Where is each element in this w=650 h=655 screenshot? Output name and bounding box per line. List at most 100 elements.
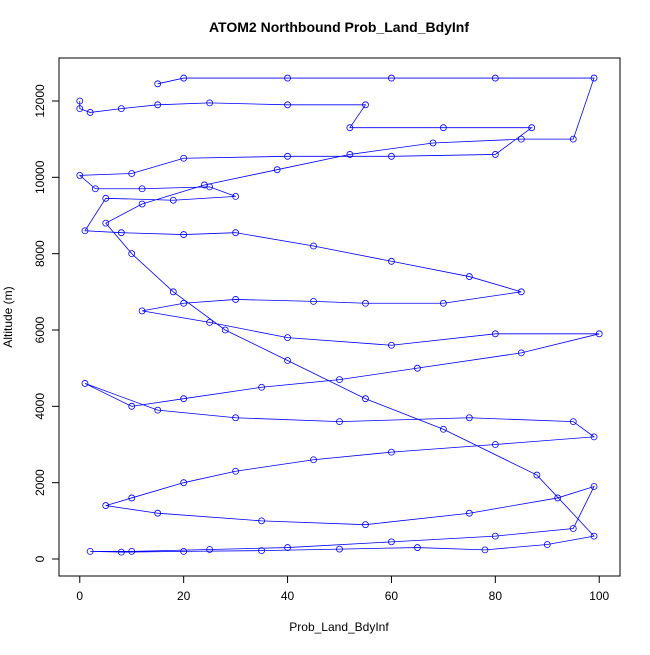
data-point (362, 521, 369, 529)
data-point (154, 101, 162, 109)
data-point (590, 433, 598, 441)
data-point (554, 494, 562, 502)
data-point (590, 532, 598, 540)
data-point (232, 467, 240, 475)
data-point (310, 242, 317, 250)
data-point (388, 152, 395, 160)
chart-title: ATOM2 Northbound Prob_Land_BdyInf (209, 19, 469, 35)
data-point (465, 273, 473, 280)
data-point (273, 166, 281, 174)
data-point (336, 418, 343, 426)
data-point (491, 532, 499, 540)
y-tick-label: 8000 (33, 240, 47, 267)
x-tick-label: 20 (177, 589, 191, 603)
data-point (590, 483, 598, 490)
data-point (284, 334, 291, 342)
data-point (439, 124, 447, 132)
data-point (258, 517, 265, 525)
data-point (465, 414, 473, 422)
data-point (154, 406, 162, 414)
data-point (138, 200, 146, 208)
data-point (102, 219, 110, 227)
data-point (336, 545, 343, 553)
data-point (388, 74, 395, 82)
data-point (336, 376, 343, 384)
data-point (346, 124, 354, 132)
data-point (362, 101, 369, 109)
data-point (206, 318, 214, 326)
x-axis-label: Prob_Land_BdyInf (289, 620, 389, 634)
data-point (154, 80, 162, 88)
data-point (517, 288, 525, 296)
data-point (362, 299, 369, 307)
data-point (138, 307, 146, 315)
data-point (346, 151, 354, 158)
data-point (465, 509, 473, 517)
data-point (76, 105, 84, 113)
data-point (128, 547, 136, 555)
data-point (414, 364, 421, 372)
data-point (232, 193, 240, 200)
x-tick-label: 40 (281, 589, 295, 603)
data-point (180, 395, 188, 403)
data-point (528, 124, 536, 132)
data-point (86, 547, 94, 555)
x-tick-label: 80 (489, 589, 503, 603)
data-point (117, 229, 125, 237)
data-point (517, 349, 525, 357)
data-point (388, 257, 395, 265)
data-point (180, 479, 188, 487)
data-point (388, 448, 395, 456)
data-point (569, 525, 577, 532)
data-point (284, 101, 291, 109)
data-point (180, 299, 188, 307)
data-point (590, 74, 598, 82)
y-tick-label: 10000 (33, 160, 47, 194)
data-point (128, 494, 136, 502)
data-point (102, 194, 110, 202)
data-point (258, 547, 265, 555)
data-point (180, 74, 188, 82)
data-point (362, 395, 369, 403)
data-point (180, 547, 188, 555)
data-point (221, 326, 229, 334)
data-point (310, 456, 317, 464)
x-tick-label: 0 (76, 589, 83, 603)
data-point (569, 418, 577, 426)
data-point (543, 541, 551, 548)
data-point (91, 185, 99, 193)
data-point (439, 425, 447, 433)
data-point (128, 250, 136, 258)
data-point (284, 152, 291, 160)
data-point (76, 172, 84, 179)
data-point (439, 299, 447, 307)
data-point (128, 170, 136, 177)
data-point (414, 544, 421, 551)
y-axis-label: Altitude (m) (1, 286, 15, 347)
data-point (533, 471, 541, 479)
data-point (86, 109, 94, 116)
data-point (201, 181, 208, 189)
y-tick-label: 6000 (33, 316, 47, 343)
data-point (491, 74, 499, 82)
data-point (232, 414, 240, 422)
data-point (169, 288, 177, 296)
data-point (117, 105, 125, 113)
data-point (81, 380, 89, 387)
data-point (310, 297, 317, 305)
data-point (491, 441, 499, 448)
data-point (388, 341, 395, 349)
data-point (206, 99, 214, 107)
x-tick-label: 100 (589, 589, 609, 603)
data-point (169, 196, 177, 204)
data-point (517, 135, 525, 143)
data-point (284, 544, 291, 551)
data-point (258, 383, 265, 391)
data-point (491, 330, 499, 338)
data-point (206, 546, 214, 553)
data-point (81, 227, 89, 235)
data-point (138, 185, 146, 193)
plot-box (58, 57, 621, 577)
data-point (117, 548, 125, 556)
